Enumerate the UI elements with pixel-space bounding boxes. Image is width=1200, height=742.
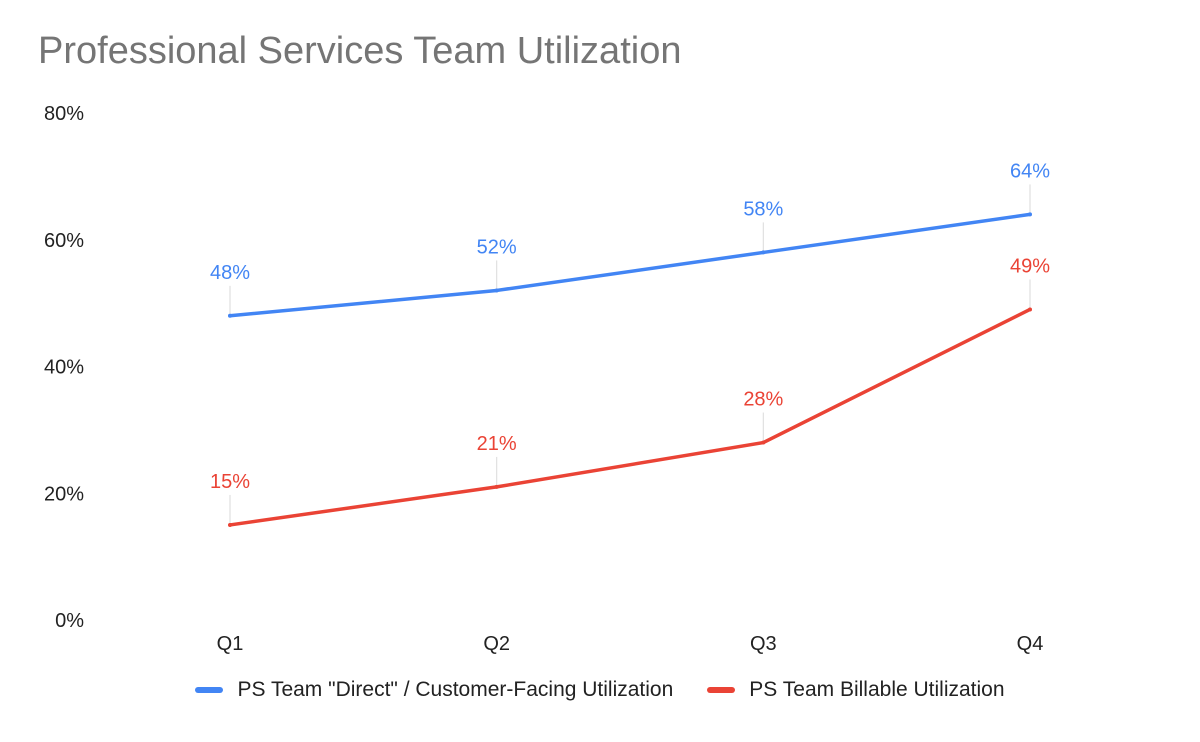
series-0: 48% 52% 58% 64% [210, 160, 1050, 318]
x-tick-label: Q4 [1017, 633, 1044, 655]
legend-label-billable: PS Team Billable Utilization [749, 678, 1005, 701]
x-tick-label: Q1 [217, 633, 244, 655]
legend: PS Team "Direct" / Customer-Facing Utili… [0, 678, 1200, 702]
data-label: 52% [477, 236, 517, 258]
data-point[interactable] [228, 522, 232, 527]
data-point[interactable] [761, 250, 766, 255]
data-point[interactable] [494, 484, 499, 489]
legend-swatch-billable [707, 687, 736, 693]
y-tick-label: 60% [44, 230, 84, 252]
data-point[interactable] [1028, 212, 1032, 217]
data-label: 58% [743, 198, 783, 220]
legend-swatch-direct [195, 687, 224, 693]
x-tick-label: Q3 [750, 633, 777, 655]
x-axis: Q1 Q2 Q3 Q4 [217, 633, 1044, 655]
y-axis: 0% 20% 40% 60% 80% [44, 103, 84, 632]
y-tick-label: 20% [44, 483, 84, 505]
data-label: 49% [1010, 255, 1050, 277]
series-1: 15% 21% 28% 49% [210, 255, 1050, 527]
chart-title: Professional Services Team Utilization [38, 30, 682, 72]
data-point[interactable] [494, 288, 499, 293]
data-label: 28% [743, 389, 783, 411]
data-point[interactable] [228, 313, 232, 318]
data-label: 48% [210, 262, 250, 284]
data-point[interactable] [761, 440, 766, 445]
data-label: 15% [210, 471, 250, 493]
data-label: 21% [477, 433, 517, 455]
legend-item-billable[interactable]: PS Team Billable Utilization [707, 678, 1005, 702]
series-layer: 48% 52% 58% 64% 15% 21% 28% 49% [210, 160, 1050, 527]
series-line[interactable] [228, 212, 1032, 318]
data-point[interactable] [1028, 307, 1032, 312]
series-line[interactable] [228, 307, 1032, 527]
data-label: 64% [1010, 160, 1050, 182]
y-tick-label: 40% [44, 357, 84, 379]
y-tick-label: 80% [44, 103, 84, 125]
legend-item-direct[interactable]: PS Team "Direct" / Customer-Facing Utili… [195, 678, 673, 702]
y-tick-label: 0% [55, 610, 84, 632]
legend-label-direct: PS Team "Direct" / Customer-Facing Utili… [237, 678, 674, 701]
x-tick-label: Q2 [483, 633, 510, 655]
